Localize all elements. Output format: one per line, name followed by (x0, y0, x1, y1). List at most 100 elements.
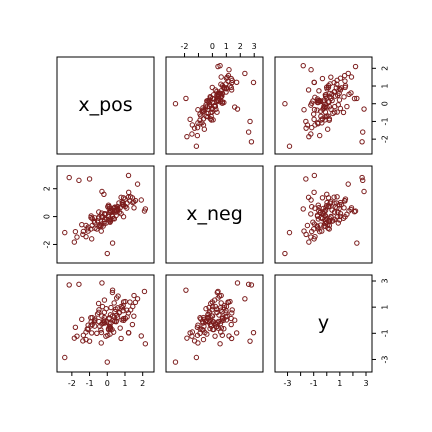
point-99-y-vs-x_neg (204, 331, 210, 337)
point-94-x_neg-vs-x_pos (83, 222, 89, 229)
point-60-x_pos-vs-x_neg (187, 116, 193, 123)
point-109-y-vs-x_pos (125, 329, 132, 336)
point-108-x_neg-vs-x_pos (109, 240, 116, 246)
x-pos-bottom-axis-tick-label: -1 (86, 379, 94, 388)
point-93-y-vs-x_neg (201, 323, 207, 330)
point-39-y-vs-x_pos (132, 299, 139, 306)
point-96-x_pos-vs-y (340, 109, 347, 116)
point-90-y-vs-x_neg (212, 333, 218, 339)
point-47-y-vs-x_neg (203, 306, 209, 312)
point-8-y-vs-x_neg (232, 317, 238, 323)
point-12-y-vs-x_neg (228, 321, 234, 328)
point-98-y-vs-x_neg (218, 329, 224, 335)
point-90-y-vs-x_pos (103, 333, 109, 339)
point-110-x_neg-vs-y (361, 188, 367, 195)
point-103-y-vs-x_neg (172, 359, 179, 365)
point-58-y-vs-x_pos (131, 313, 137, 319)
point-107-y-vs-x_pos (76, 281, 82, 287)
point-75-x_pos-vs-y (348, 74, 355, 80)
point-53-x_neg-vs-y (344, 211, 350, 218)
point-22-y-vs-x_pos (127, 299, 133, 305)
point-98-x_neg-vs-x_pos (110, 205, 117, 211)
point-29-x_pos-vs-x_neg (184, 133, 190, 140)
point-64-x_neg-vs-y (331, 194, 337, 200)
point-56-x_neg-vs-y (319, 228, 325, 234)
point-101-x_pos-vs-x_neg (194, 124, 201, 131)
point-60-y-vs-x_pos (88, 330, 95, 336)
point-26-y-vs-x_pos (120, 307, 126, 314)
point-101-y-vs-x_neg (194, 332, 201, 338)
point-1-y-vs-x_pos (98, 340, 104, 346)
point-66-x_neg-vs-y (308, 234, 314, 240)
point-94-x_neg-vs-y (304, 222, 311, 229)
point-92-x_neg-vs-y (324, 215, 330, 222)
point-108-y-vs-x_pos (109, 287, 116, 293)
point-110-y-vs-x_pos (99, 280, 105, 286)
point-103-y-vs-x_pos (104, 359, 110, 365)
point-92-y-vs-x_neg (207, 317, 214, 323)
point-2-x_pos-vs-x_neg (226, 67, 232, 73)
point-94-x_pos-vs-x_neg (200, 122, 207, 128)
point-60-x_pos-vs-y (311, 116, 317, 123)
point-95-y-vs-x_neg (215, 320, 221, 326)
point-17-x_pos-vs-x_neg (242, 70, 248, 77)
point-83-x_pos-vs-x_neg (220, 84, 226, 90)
point-91-y-vs-x_pos (115, 305, 121, 311)
point-106-x_pos-vs-y (300, 62, 306, 69)
point-75-y-vs-x_pos (131, 292, 137, 299)
y-bottom-axis-tick-label: 1 (337, 379, 342, 388)
x-pos-right-axis-tick-label: 0 (381, 101, 390, 106)
point-71-x_pos-vs-y (341, 94, 347, 100)
point-90-x_neg-vs-x_pos (103, 211, 109, 217)
point-111-x_neg-vs-x_pos (86, 176, 93, 182)
point-110-y-vs-x_neg (234, 280, 241, 286)
point-66-y-vs-x_pos (74, 333, 80, 339)
point-79-y-vs-x_pos (111, 314, 118, 320)
point-77-x_pos-vs-y (331, 89, 337, 95)
point-64-x_neg-vs-x_pos (125, 194, 132, 200)
point-100-x_pos-vs-y (334, 77, 340, 84)
point-108-x_pos-vs-x_neg (183, 95, 189, 102)
point-83-y-vs-x_pos (121, 317, 127, 324)
point-67-x_pos-vs-y (332, 103, 338, 110)
point-89-x_neg-vs-x_pos (79, 221, 85, 228)
point-96-y-vs-x_pos (95, 300, 102, 307)
point-16-y-vs-x_neg (221, 326, 227, 332)
point-108-x_neg-vs-y (354, 240, 360, 246)
panel-x_pos-vs-y (274, 56, 373, 155)
point-83-y-vs-x_neg (220, 317, 226, 324)
point-99-x_neg-vs-x_pos (107, 219, 113, 225)
point-48-x_pos-vs-y (351, 95, 358, 102)
point-84-x_pos-vs-y (314, 120, 321, 126)
point-96-x_neg-vs-x_pos (95, 215, 102, 221)
point-97-x_pos-vs-x_neg (223, 81, 229, 87)
point-106-x_pos-vs-x_neg (217, 62, 223, 69)
point-40-x_neg-vs-x_pos (83, 233, 89, 240)
point-104-x_neg-vs-y (359, 174, 365, 181)
point-63-x_neg-vs-x_pos (112, 204, 118, 210)
point-104-y-vs-x_neg (248, 282, 255, 288)
point-12-x_neg-vs-y (319, 195, 326, 201)
point-4-x_neg-vs-x_pos (96, 209, 102, 215)
x-pos-bottom-axis-tick-label: -2 (68, 379, 76, 388)
point-90-x_pos-vs-x_neg (212, 102, 218, 108)
point-17-x_neg-vs-x_pos (134, 181, 141, 187)
point-60-x_neg-vs-x_pos (88, 236, 95, 242)
point-5-x_pos-vs-y (336, 97, 343, 103)
point-99-x_neg-vs-y (310, 219, 316, 225)
point-65-x_neg-vs-x_pos (106, 203, 112, 210)
point-98-x_pos-vs-x_neg (218, 94, 224, 101)
point-81-x_neg-vs-x_pos (94, 226, 100, 232)
point-75-x_pos-vs-x_neg (218, 74, 224, 80)
point-107-x_pos-vs-y (360, 129, 366, 135)
point-44-y-vs-x_pos (96, 307, 102, 313)
point-80-x_neg-vs-y (337, 199, 344, 206)
point-92-x_neg-vs-x_pos (110, 215, 116, 222)
point-4-x_pos-vs-x_neg (214, 109, 220, 115)
point-97-x_neg-vs-y (327, 200, 333, 206)
point-39-x_pos-vs-y (341, 72, 348, 79)
point-59-y-vs-x_pos (118, 335, 124, 342)
point-110-x_neg-vs-x_pos (99, 188, 105, 195)
point-111-y-vs-x_neg (247, 338, 253, 344)
